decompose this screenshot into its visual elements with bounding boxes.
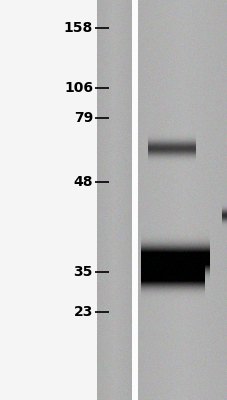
Text: 23: 23	[73, 305, 93, 319]
Text: 35: 35	[73, 265, 93, 279]
Text: 79: 79	[73, 111, 93, 125]
Text: 48: 48	[73, 175, 93, 189]
Text: 106: 106	[64, 81, 93, 95]
Text: 158: 158	[64, 21, 93, 35]
